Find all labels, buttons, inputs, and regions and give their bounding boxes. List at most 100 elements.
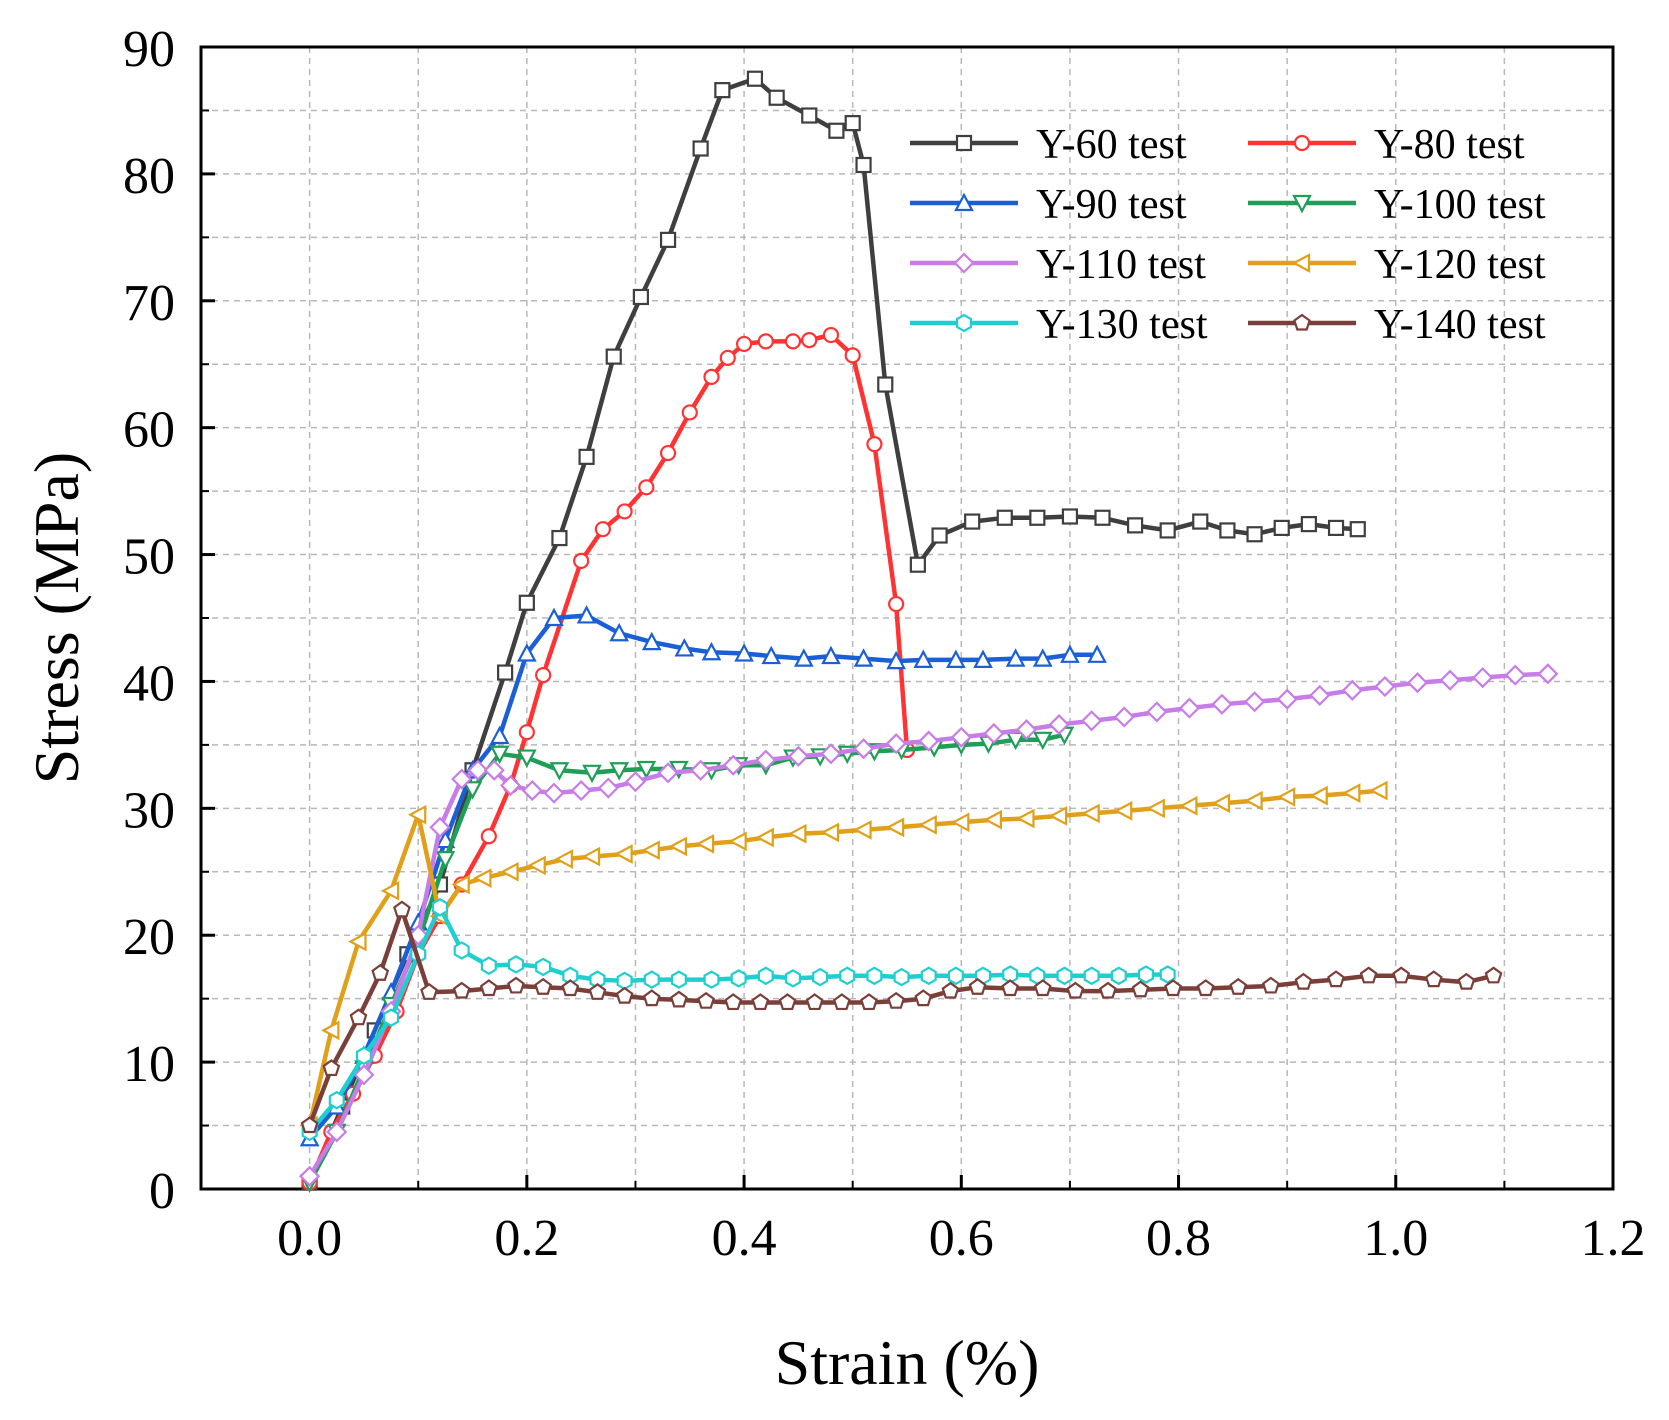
data-point-y-120-test — [820, 822, 840, 843]
data-point-y-90-test — [1005, 648, 1026, 667]
data-point-y-80-test — [784, 333, 802, 350]
x-tick-label: 0.2 — [494, 1210, 559, 1267]
data-point-y-60-test — [801, 107, 818, 124]
data-point-y-110-test — [983, 722, 1005, 745]
data-point-y-140-test — [968, 977, 987, 995]
data-point-y-60-test — [659, 231, 677, 248]
data-point-y-100-test — [636, 760, 657, 780]
data-point-y-110-test — [429, 816, 451, 838]
data-point-y-140-test — [805, 993, 824, 1011]
x-tick-label: 0.6 — [929, 1210, 994, 1267]
data-point-y-120-test — [728, 831, 747, 852]
data-point-y-80-test — [594, 521, 611, 538]
data-point-y-110-test — [1374, 675, 1396, 698]
data-point-y-130-test — [431, 898, 448, 917]
data-point-y-110-test — [1178, 697, 1200, 719]
data-point-y-140-test — [534, 977, 553, 995]
data-point-y-140-test — [832, 993, 851, 1011]
data-point-y-140-test — [1457, 972, 1476, 990]
legend-item-y-130-test: Y-130 test — [910, 302, 1208, 348]
data-point-y-120-test — [853, 820, 872, 840]
data-point-y-140-test — [1099, 981, 1117, 999]
y-tick-label: 40 — [123, 655, 175, 712]
data-point-y-80-test — [735, 335, 753, 353]
data-point-y-80-test — [888, 595, 905, 613]
data-point-y-110-test — [597, 777, 619, 799]
data-point-y-130-test — [1083, 966, 1100, 986]
legend-item-y-120-test: Y-120 test — [1248, 242, 1546, 288]
data-point-y-80-test — [757, 333, 774, 350]
data-point-y-120-test — [527, 855, 546, 876]
data-point-y-140-test — [1424, 970, 1443, 988]
data-point-y-60-test — [1029, 509, 1046, 526]
legend-label-y-110-test: Y-110 test — [1036, 242, 1206, 288]
series-line-y-120-test — [307, 788, 1382, 1128]
data-point-y-140-test — [349, 1008, 368, 1026]
data-point-y-140-test — [778, 993, 797, 1011]
data-point-y-60-test — [1126, 517, 1144, 534]
data-point-y-120-test — [1113, 801, 1133, 821]
data-point-y-80-test — [573, 552, 590, 570]
data-point-y-110-test — [755, 749, 777, 771]
data-point-y-110-test — [1113, 706, 1135, 728]
data-point-y-80-test — [822, 326, 840, 344]
y-axis-label: Stress (MPa) — [21, 452, 92, 784]
data-point-y-130-test — [784, 969, 801, 988]
data-point-y-110-test — [483, 759, 505, 781]
legend-marker-y-120-test — [1291, 253, 1311, 273]
data-point-y-140-test — [1359, 966, 1378, 984]
data-point-y-100-test — [517, 749, 537, 768]
data-point-y-130-test — [328, 1090, 345, 1110]
legend-label-y-80-test: Y-80 test — [1374, 122, 1525, 168]
x-tick-label: 0.0 — [277, 1210, 342, 1267]
data-point-y-130-test — [703, 970, 720, 989]
data-point-y-110-test — [467, 759, 489, 781]
data-point-y-90-test — [576, 605, 597, 624]
data-point-y-140-test — [1196, 979, 1215, 997]
data-point-y-110-test — [1406, 672, 1429, 694]
data-point-y-60-test — [1349, 521, 1366, 538]
data-point-y-120-test — [614, 844, 633, 864]
data-point-y-110-test — [1537, 663, 1559, 685]
legend: Y-60 test Y-80 test Y-90 test Y-100 test Y-1… — [910, 122, 1546, 348]
legend-marker-y-60-test — [955, 134, 973, 152]
data-point-y-110-test — [1048, 714, 1070, 736]
data-point-y-80-test — [535, 666, 552, 684]
data-point-y-60-test — [964, 513, 981, 530]
data-point-y-140-test — [1327, 970, 1345, 988]
data-point-y-90-test — [886, 650, 906, 670]
data-point-y-60-test — [518, 594, 535, 611]
data-point-y-130-test — [893, 967, 910, 987]
data-point-y-140-test — [1392, 966, 1411, 984]
data-point-y-60-test — [1061, 508, 1079, 525]
series-y-110-test — [299, 663, 1559, 1187]
data-point-y-110-test — [451, 768, 473, 790]
data-point-y-90-test — [946, 649, 966, 668]
data-point-y-140-test — [941, 981, 960, 999]
data-point-y-80-test — [681, 404, 698, 421]
series-y-140-test — [300, 900, 1503, 1134]
data-point-y-120-test — [641, 840, 660, 861]
data-point-y-130-test — [812, 967, 829, 987]
data-point-y-120-test — [380, 880, 400, 901]
data-point-y-60-test — [768, 89, 785, 106]
legend-item-y-140-test: Y-140 test — [1248, 302, 1546, 348]
data-point-y-140-test — [1066, 981, 1085, 999]
data-point-y-120-test — [1048, 806, 1068, 826]
data-point-y-110-test — [1341, 679, 1363, 701]
data-point-y-100-test — [435, 850, 456, 870]
data-point-y-60-test — [497, 664, 514, 681]
legend-marker-y-90-test — [954, 192, 974, 212]
series-group — [299, 70, 1559, 1193]
data-point-y-60-test — [877, 376, 894, 393]
data-point-y-80-test — [518, 724, 535, 741]
data-point-y-140-test — [1131, 980, 1150, 998]
data-point-y-120-test — [1211, 793, 1231, 814]
data-point-y-130-test — [1056, 966, 1073, 986]
data-point-y-120-test — [1309, 785, 1328, 806]
data-point-y-120-test — [1369, 780, 1388, 801]
data-point-y-90-test — [1032, 648, 1053, 667]
data-point-y-110-test — [1211, 693, 1233, 715]
legend-label-y-60-test: Y-60 test — [1036, 122, 1187, 168]
data-point-y-140-test — [615, 986, 634, 1004]
